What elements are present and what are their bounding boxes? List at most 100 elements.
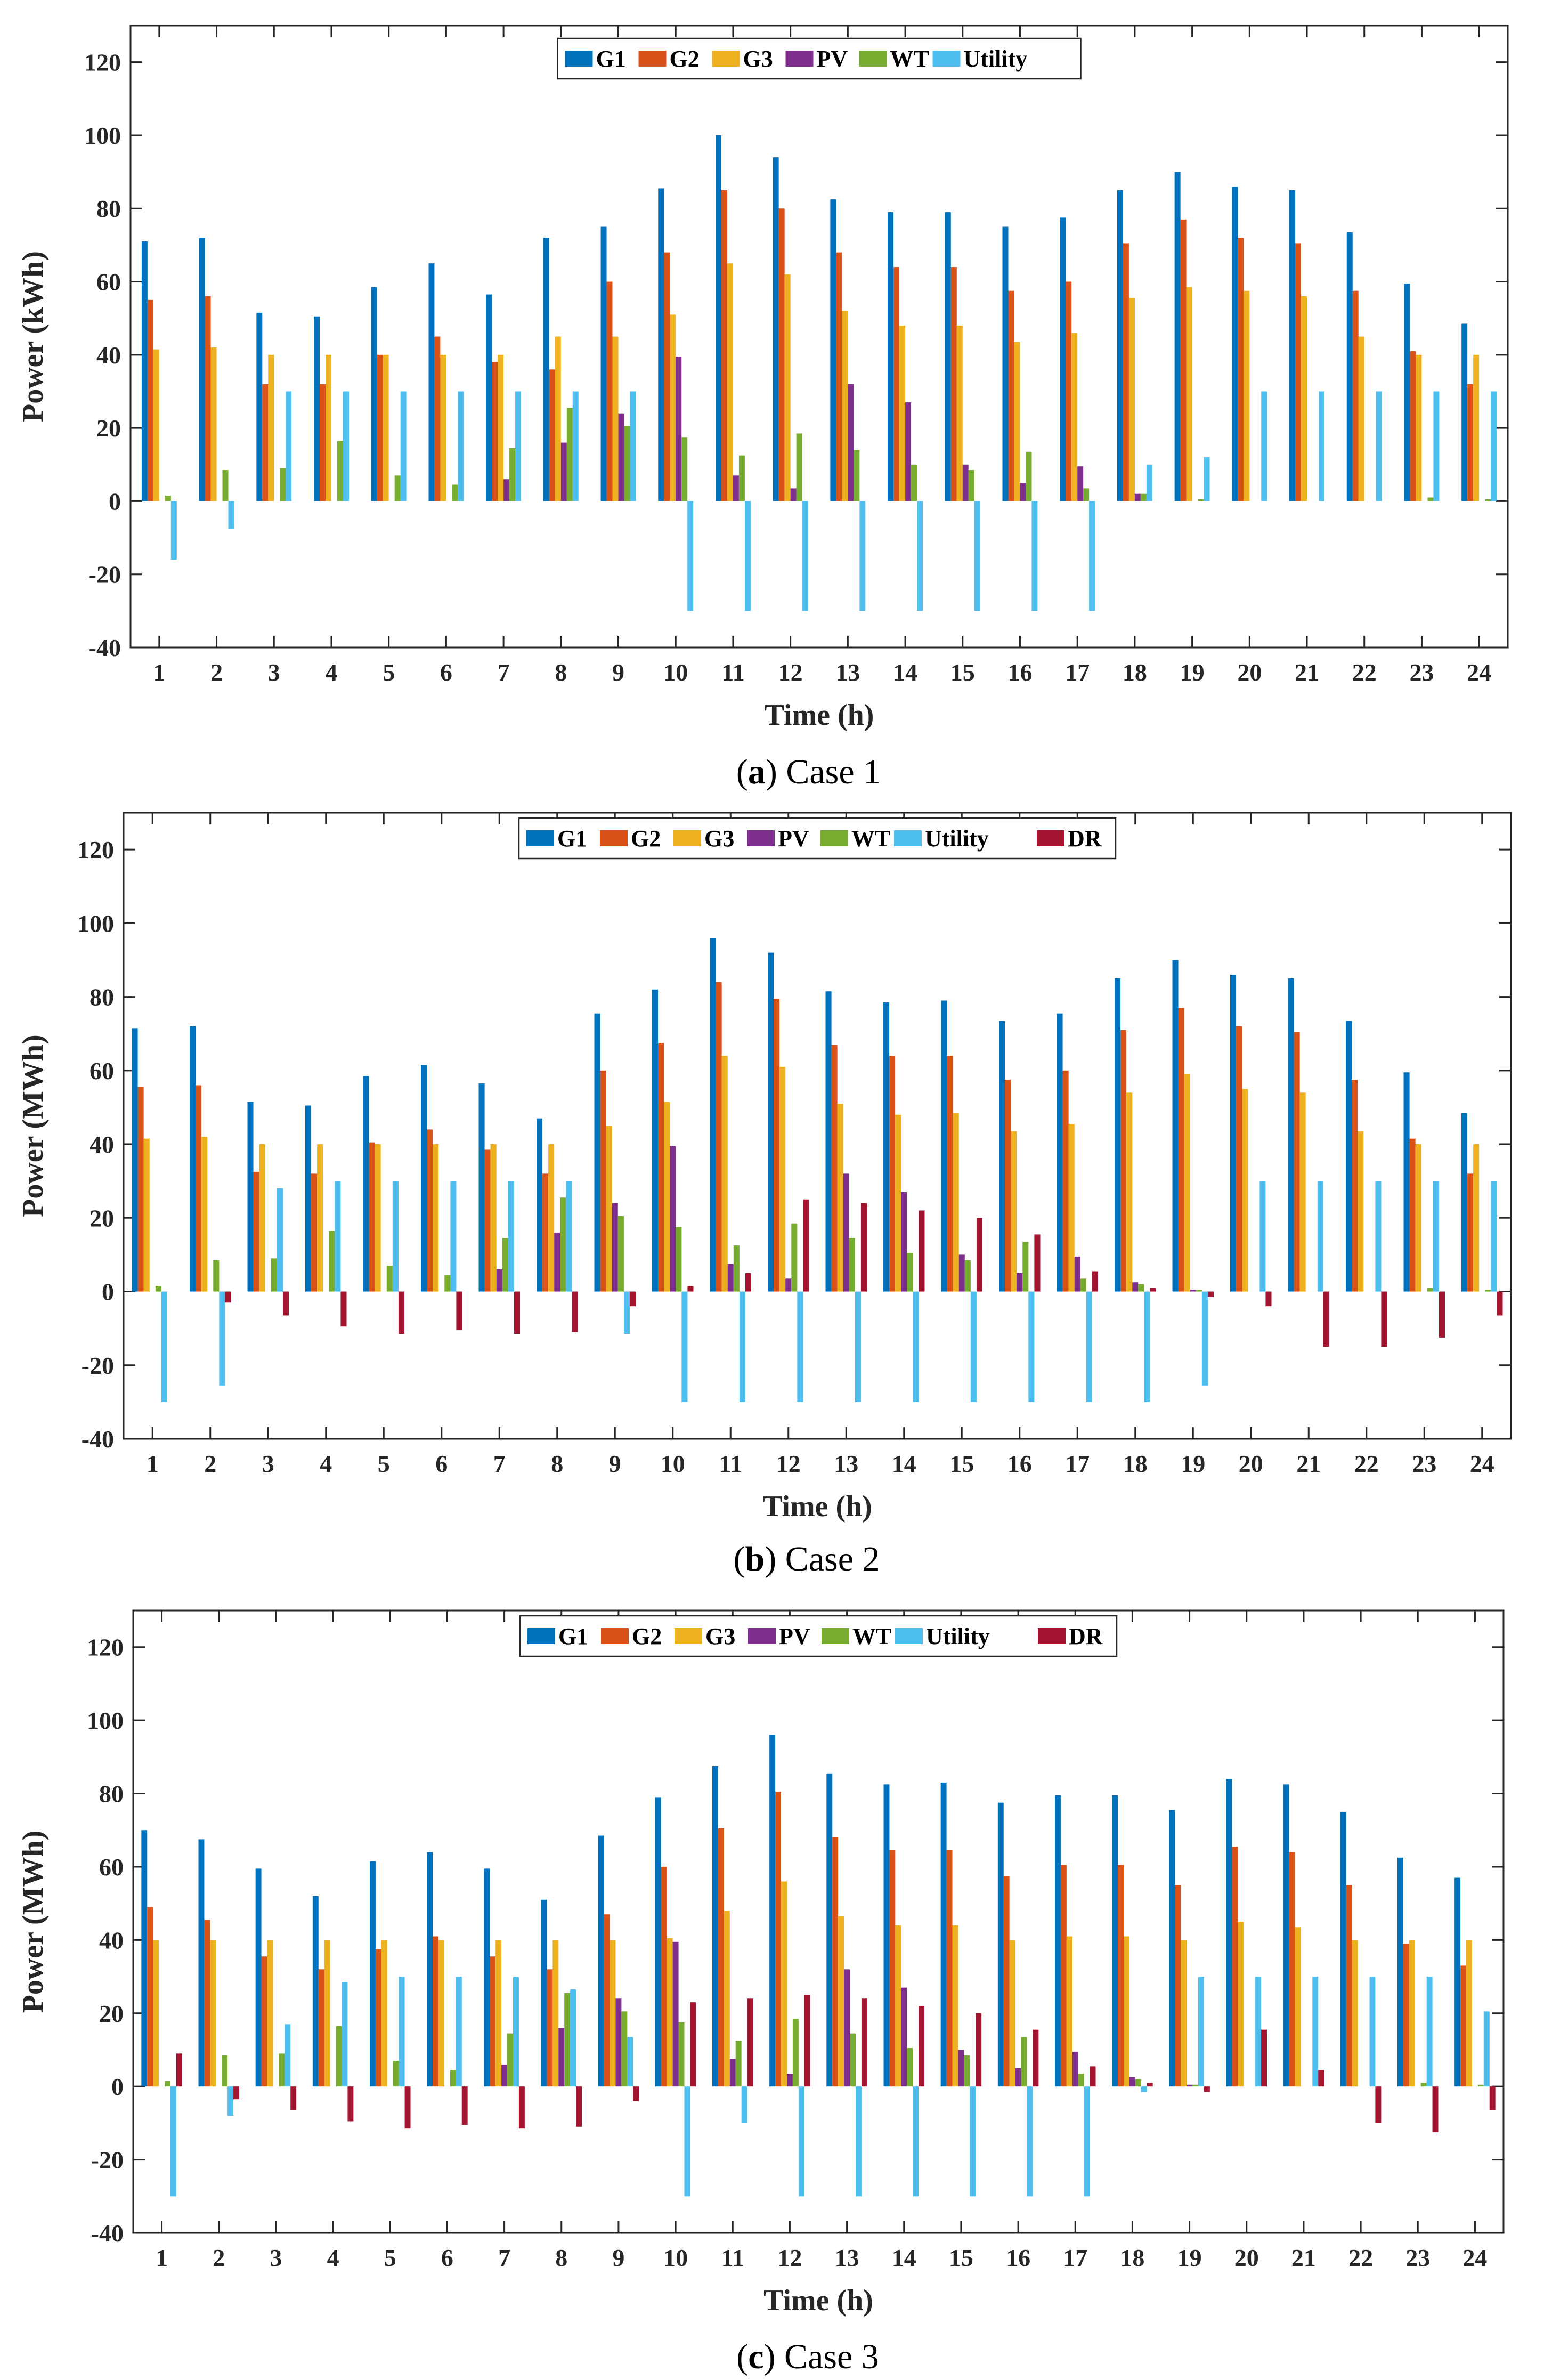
case-2-x-tick-label: 18	[1123, 1450, 1148, 1477]
case-2-x-tick-label: 13	[834, 1450, 858, 1477]
case-3-bar-g2-h11	[718, 1828, 724, 2087]
case-2-bar-g2-h20	[1236, 1026, 1242, 1292]
case-1-bar-g2-h22	[1352, 290, 1359, 501]
case-2-y-tick-label: -20	[82, 1352, 114, 1379]
case-3-bar-dr-h15	[976, 2013, 982, 2087]
case-1-legend-label-pv: PV	[817, 46, 848, 72]
case-2-bar-g3-h9	[606, 1126, 612, 1292]
case-2-x-tick-label: 7	[493, 1450, 506, 1477]
case-2-x-tick-label: 20	[1239, 1450, 1263, 1477]
case-3-y-tick-label: 80	[99, 1780, 124, 1808]
case-3-bar-g3-h19	[1181, 1940, 1187, 2087]
case-3-bar-pv-h13	[844, 1969, 850, 2087]
case-3-bar-wt-h1	[165, 2081, 170, 2087]
case-2-bar-g2-h17	[1062, 1070, 1069, 1292]
case-2-bar-utility-h19	[1201, 1291, 1208, 1386]
case-3-x-tick-label: 4	[327, 2244, 339, 2271]
case-2-bar-dr-h21	[1323, 1291, 1329, 1347]
case-1-bar-g3-h2	[210, 347, 217, 501]
case-1-bar-g2-h19	[1180, 219, 1187, 501]
case-2-bar-wt-h16	[1022, 1242, 1029, 1292]
case-3-bar-utility-h15	[970, 2086, 976, 2197]
case-1-bar-utility-h7	[515, 391, 522, 501]
case-1-bar-utility-h9	[630, 391, 636, 501]
case-1-bar-g3-h20	[1244, 290, 1250, 501]
case-1-bar-wt-h6	[452, 484, 458, 501]
case-3-x-tick-label: 14	[892, 2244, 916, 2271]
case-3-bar-dr-h12	[804, 1995, 810, 2087]
case-3-bar-g3-h24	[1466, 1940, 1472, 2087]
case-1-bar-g3-h10	[670, 314, 676, 501]
case-1-bar-wt-h19	[1198, 499, 1204, 501]
case-1-bar-wt-h7	[509, 448, 516, 501]
case-3-bar-wt-h17	[1078, 2074, 1084, 2087]
case-3-bar-pv-h19	[1187, 2084, 1193, 2087]
case-3-bar-g2-h10	[661, 1866, 667, 2087]
case-3-y-tick-label: 100	[87, 1707, 124, 1734]
case-1-bar-g2-h20	[1238, 238, 1244, 501]
case-1-bar-g3-h19	[1186, 287, 1192, 501]
case-1-bar-g3-h17	[1071, 333, 1078, 501]
case-3-bar-g2-h12	[775, 1792, 782, 2087]
case-3-bar-g2-h24	[1460, 1965, 1467, 2087]
case-2-bar-g1-h1	[132, 1028, 138, 1292]
case-1-bar-g1-h19	[1174, 172, 1181, 501]
case-1-bar-g1-h16	[1002, 226, 1009, 501]
case-3-x-tick-label: 15	[949, 2244, 973, 2271]
case-2-bar-utility-h23	[1433, 1181, 1439, 1292]
case-3-bar-dr-h2	[233, 2086, 240, 2100]
case-1-x-tick-label: 4	[325, 659, 337, 686]
case-3-bar-g2-h9	[604, 1914, 610, 2087]
case-1-legend-swatch-utility	[932, 51, 961, 67]
case-1-caption-letter: a	[748, 752, 766, 791]
case-3-bar-g1-h13	[826, 1773, 833, 2087]
case-3-bar-utility-h5	[399, 1977, 405, 2087]
case-3-bar-g1-h16	[997, 1802, 1004, 2087]
case-3-bar-dr-h6	[461, 2086, 468, 2125]
case-2-bar-utility-h4	[335, 1181, 341, 1292]
case-2-bar-utility-h12	[797, 1291, 803, 1402]
case-1-bar-utility-h23	[1433, 391, 1440, 501]
case-1-bar-g2-h9	[606, 281, 613, 501]
case-1-legend-label-utility: Utility	[964, 46, 1028, 72]
case-1-bar-pv-h16	[1020, 483, 1026, 501]
case-3-bar-wt-h8	[564, 1993, 571, 2087]
case-1-bar-g3-h11	[727, 263, 733, 501]
case-3-bar-g3-h9	[610, 1940, 616, 2087]
case-3-bar-dr-h7	[518, 2086, 525, 2129]
case-1-bar-pv-h10	[676, 357, 682, 501]
case-2-y-tick-label: 40	[90, 1131, 114, 1158]
case-1-caption-text: Case 1	[777, 752, 881, 791]
case-3-bar-dr-h5	[404, 2086, 411, 2129]
case-3-x-tick-label: 6	[441, 2244, 453, 2271]
case-3-x-tick-label: 11	[721, 2244, 744, 2271]
case-2-bar-g3-h11	[721, 1056, 728, 1292]
case-1-y-tick-label: 40	[96, 342, 121, 369]
case-2-bar-g3-h2	[201, 1137, 208, 1292]
case-3-y-tick-label: 60	[99, 1853, 124, 1881]
case-2-x-tick-label: 16	[1007, 1450, 1032, 1477]
case-1-bar-g2-h4	[320, 384, 326, 501]
case-3-x-tick-label: 2	[213, 2244, 225, 2271]
case-1-bar-pv-h12	[790, 488, 797, 501]
case-1-bar-utility-h5	[400, 391, 407, 501]
case-2-legend-label-utility: Utility	[925, 825, 989, 852]
case-1-bar-wt-h11	[738, 455, 745, 501]
case-3-legend-swatch-g2	[601, 1628, 629, 1644]
case-2-x-tick-label: 10	[661, 1450, 685, 1477]
case-3-bar-wt-h18	[1135, 2079, 1141, 2087]
case-3-legend-swatch-g3	[675, 1628, 702, 1644]
case-3-bar-g2-h1	[147, 1907, 153, 2087]
case-3-bar-g1-h4	[312, 1896, 319, 2087]
case-1-x-tick-label: 10	[663, 659, 688, 686]
case-2-bar-g2-h18	[1120, 1030, 1127, 1292]
case-3-bar-dr-h24	[1489, 2086, 1496, 2110]
case-2-bar-g2-h10	[658, 1042, 664, 1292]
case-2-bar-g1-h16	[999, 1021, 1005, 1292]
case-2-bar-g1-h7	[478, 1083, 485, 1292]
case-3-bar-g1-h7	[484, 1868, 490, 2087]
case-3-x-tick-label: 5	[384, 2244, 396, 2271]
case-3-x-tick-label: 13	[835, 2244, 859, 2271]
case-3-bar-utility-h24	[1483, 2011, 1490, 2087]
case-2-bar-wt-h10	[676, 1227, 682, 1292]
